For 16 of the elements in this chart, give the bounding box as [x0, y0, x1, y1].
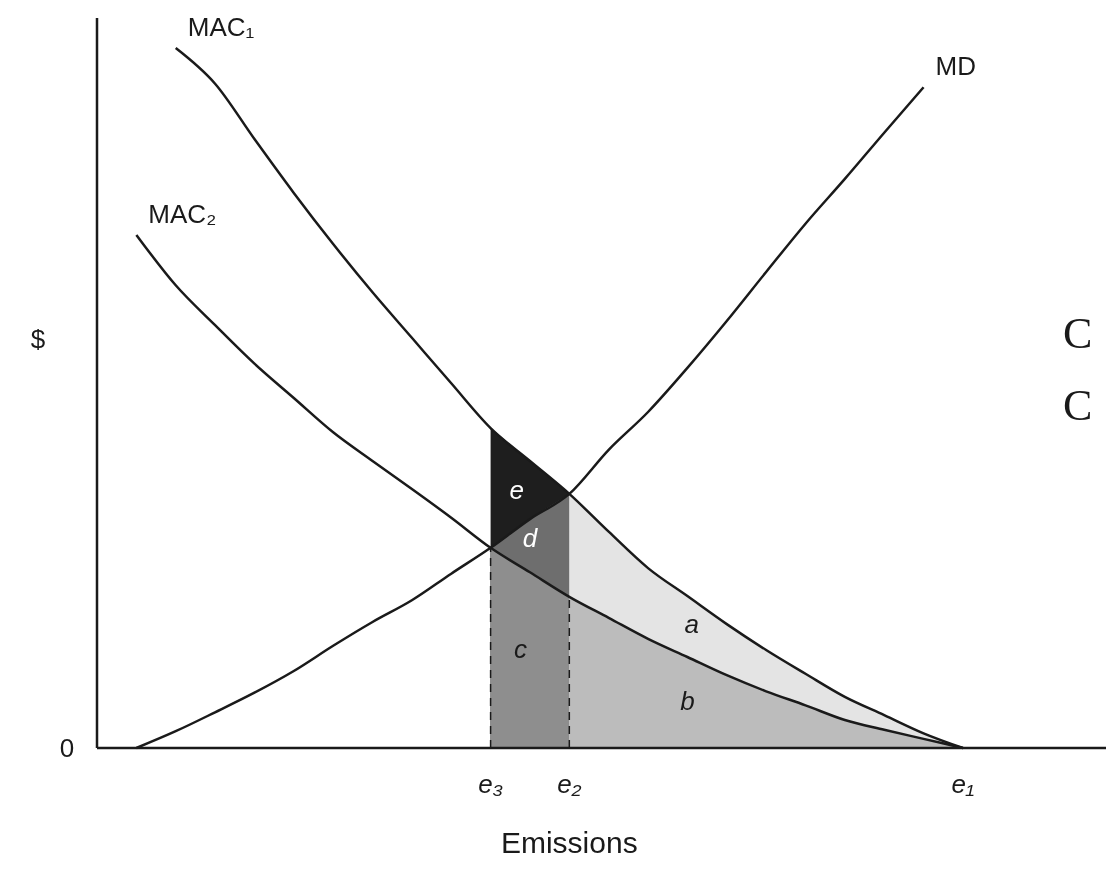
x-tick-label: e₁ [951, 769, 975, 799]
x-axis-title: Emissions [500, 826, 638, 859]
series-label: MD [935, 51, 976, 82]
series-label: b [680, 685, 695, 716]
y-axis-title: $ [30, 324, 46, 354]
series-label: a [684, 609, 699, 640]
series-label: c [513, 634, 527, 665]
text: 0 [59, 733, 75, 764]
x-tick-label: e₃ [478, 769, 503, 799]
series-label: MAC₂ [148, 198, 217, 229]
x-tick-label: e₂ [557, 769, 582, 799]
series-label: MAC₁ [187, 12, 255, 42]
series-label: d [522, 522, 539, 553]
annotation: C [1063, 381, 1093, 430]
series-label: e [509, 474, 524, 505]
annotation: C [1063, 309, 1093, 358]
